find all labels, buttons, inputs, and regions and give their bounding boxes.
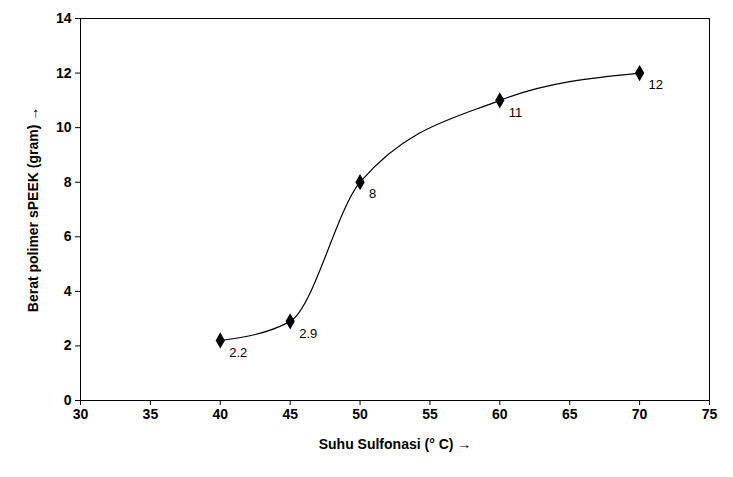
svg-text:8: 8 (64, 174, 72, 190)
svg-text:55: 55 (422, 406, 438, 422)
svg-text:50: 50 (352, 406, 368, 422)
svg-text:60: 60 (492, 406, 508, 422)
svg-text:2.2: 2.2 (229, 345, 247, 360)
svg-text:12: 12 (649, 77, 663, 92)
svg-text:2.9: 2.9 (299, 326, 317, 341)
svg-text:4: 4 (64, 283, 72, 299)
svg-text:40: 40 (212, 406, 228, 422)
svg-text:11: 11 (509, 105, 523, 120)
svg-text:0: 0 (64, 392, 72, 408)
svg-text:70: 70 (632, 406, 648, 422)
svg-text:8: 8 (369, 186, 376, 201)
svg-text:Berat polimer sPEEK (gram) →: Berat polimer sPEEK (gram) → (25, 107, 41, 312)
svg-text:6: 6 (64, 228, 72, 244)
svg-text:65: 65 (562, 406, 578, 422)
svg-text:2: 2 (64, 337, 72, 353)
svg-text:10: 10 (56, 119, 72, 135)
svg-text:45: 45 (282, 406, 298, 422)
svg-text:12: 12 (56, 65, 72, 81)
svg-text:75: 75 (702, 406, 718, 422)
svg-text:14: 14 (56, 10, 72, 26)
svg-text:Suhu Sulfonasi (° C) →: Suhu Sulfonasi (° C) → (319, 436, 472, 452)
svg-text:30: 30 (73, 406, 89, 422)
svg-text:35: 35 (143, 406, 159, 422)
